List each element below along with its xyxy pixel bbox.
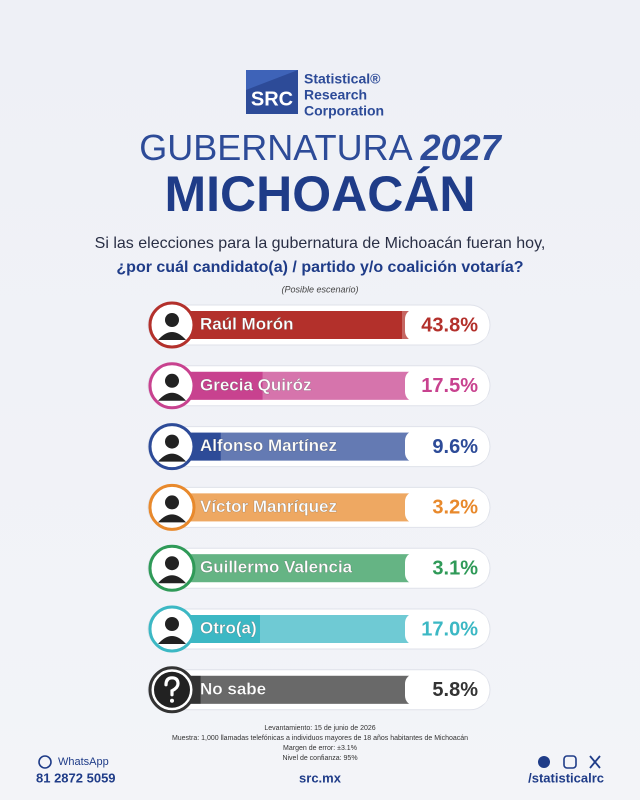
- avatar-body: [158, 514, 186, 523]
- title-text: GUBERNATURA: [139, 127, 412, 168]
- logo-accent: [246, 70, 298, 90]
- brand-name: Corporation: [304, 103, 384, 119]
- avatar-body: [158, 636, 186, 644]
- title-year: 2027: [420, 127, 503, 168]
- value-label: 3.2%: [432, 497, 478, 519]
- subtitle: MICHOACÁN: [164, 166, 475, 222]
- value-label: 9.6%: [432, 436, 478, 458]
- question: Si las elecciones para la gubernatura de…: [95, 235, 546, 252]
- value-label: 3.1%: [432, 557, 478, 579]
- phone[interactable]: 81 2872 5059: [36, 770, 116, 785]
- question-dot: [170, 698, 174, 703]
- value-box: [405, 309, 488, 341]
- value-box: [405, 491, 488, 524]
- question: ¿por cuál candidato(a) / partido y/o coa…: [116, 259, 523, 276]
- avatar-head: [165, 313, 179, 327]
- footnote: Nivel de confianza: 95%: [282, 755, 357, 762]
- brand-name: Statistical®: [304, 71, 381, 87]
- bar: [170, 311, 403, 339]
- avatar-head: [165, 556, 179, 571]
- bar-band: [186, 493, 412, 522]
- avatar-head: [165, 495, 179, 510]
- value-label: 5.8%: [432, 679, 478, 701]
- avatar-body: [158, 453, 186, 462]
- avatar-head: [165, 434, 179, 449]
- bar-band: [262, 371, 412, 400]
- whatsapp-label[interactable]: WhatsApp: [58, 756, 109, 768]
- category-label: Raúl Morón: [200, 314, 294, 333]
- bar-band: [200, 675, 412, 704]
- facebook-icon[interactable]: [538, 756, 550, 768]
- value-box: [405, 369, 488, 402]
- bar-band: [186, 554, 412, 583]
- rows: 43.8% Raúl Morón 17.5% Grecia Quiróz 9.6% Alf…: [147, 301, 491, 714]
- value-label: 43.8%: [421, 314, 478, 336]
- social[interactable]: /statisticalrc: [528, 770, 604, 785]
- brand-name: Research: [304, 87, 367, 103]
- whatsapp-icon: [38, 755, 52, 769]
- note: (Posible escenario): [281, 284, 358, 294]
- footnote: Margen de error: ±3.1%: [283, 745, 357, 752]
- logo-abbr: SRC: [251, 88, 293, 110]
- avatar-body: [158, 332, 186, 340]
- avatar-head: [165, 617, 179, 631]
- category-label: Guillermo Valencia: [200, 558, 353, 577]
- title: GUBERNATURA 2027: [139, 127, 502, 168]
- avatar-head: [165, 373, 179, 388]
- bar-band: [220, 432, 412, 461]
- bar-band: [260, 615, 412, 643]
- avatar-body: [158, 392, 186, 401]
- category-label: Grecia Quiróz: [200, 375, 311, 394]
- value-box: [405, 613, 488, 645]
- value-label: 17.0%: [421, 618, 478, 640]
- footnote: Levantamiento: 15 de junio de 2026: [264, 725, 375, 732]
- value-box: [405, 430, 488, 463]
- category-label: Alfonso Martínez: [200, 436, 337, 455]
- category-label: Víctor Manríquez: [200, 497, 337, 516]
- site[interactable]: src.mx: [299, 770, 342, 785]
- value-box: [405, 552, 488, 585]
- category-label: No sabe: [200, 679, 266, 698]
- avatar-body: [158, 575, 186, 584]
- category-label: Otro(a): [200, 618, 257, 637]
- value-box: [405, 673, 488, 706]
- footnote: Muestra: 1,000 llamadas telefónicas a in…: [172, 735, 468, 742]
- instagram-icon[interactable]: [563, 755, 577, 769]
- value-label: 17.5%: [421, 375, 478, 397]
- x-icon[interactable]: [589, 755, 601, 769]
- question-mark: [164, 676, 180, 697]
